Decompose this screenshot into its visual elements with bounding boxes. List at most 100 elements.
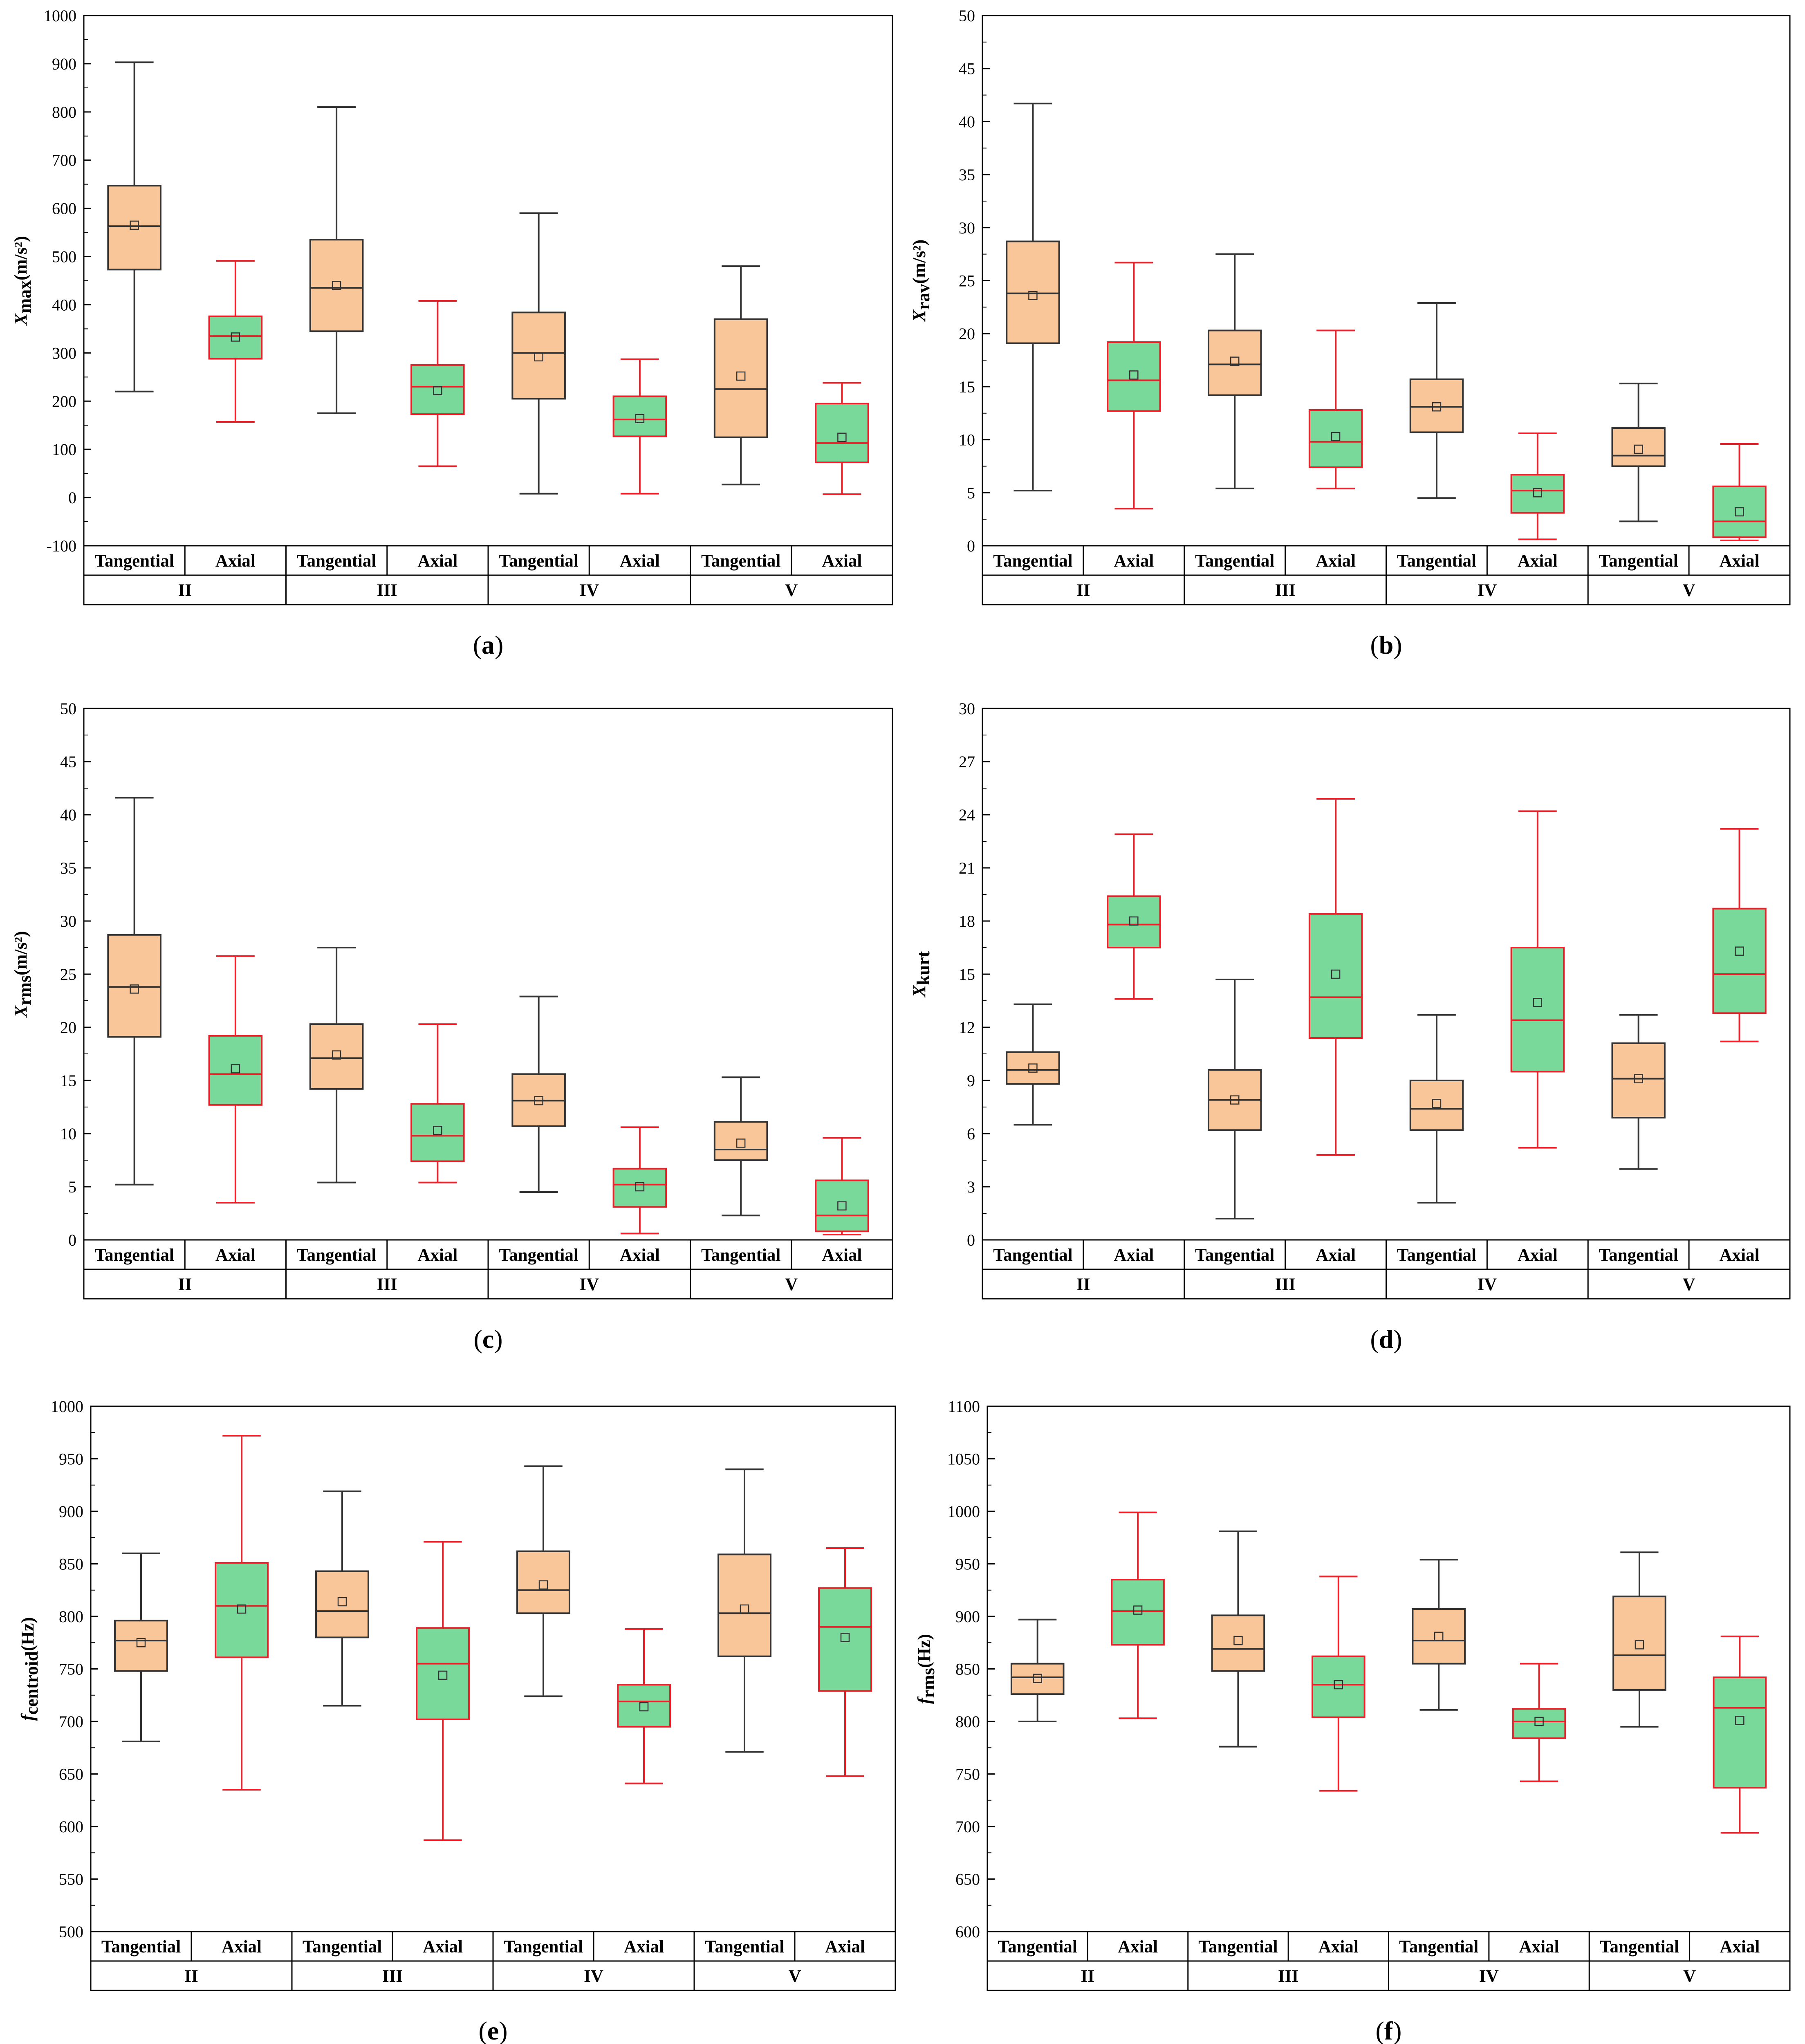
x-category-label: Axial	[1519, 1937, 1559, 1957]
x-category-label: Tangential	[1599, 551, 1678, 571]
iqr-box	[1712, 908, 1767, 1014]
x-category-label: Tangential	[701, 551, 780, 571]
y-axis-title: frms(Hz)	[914, 1634, 938, 1704]
iqr-box	[114, 1620, 168, 1672]
mean-marker	[1028, 291, 1038, 300]
y-axis-title: Xrms(m/s²)	[11, 931, 35, 1018]
x-category-label: Tangential	[101, 1937, 181, 1957]
y-tick-label: 0	[967, 1231, 975, 1249]
box-b-5	[1510, 433, 1565, 540]
box-a-6	[713, 265, 768, 486]
iqr-box	[1409, 378, 1464, 433]
iqr-box	[107, 934, 161, 1038]
iqr-box	[818, 1587, 872, 1692]
y-tick-label: 1000	[51, 1397, 83, 1416]
box-c-5	[612, 1126, 667, 1235]
plots-layer: -10001002003004005006007008009001000Xmax…	[11, 7, 1791, 2044]
mean-marker	[1634, 1074, 1643, 1083]
y-axis-title-main: f	[18, 1713, 38, 1721]
mean-marker	[1735, 1716, 1744, 1725]
y-tick-label: 750	[955, 1765, 980, 1784]
mean-marker	[736, 1139, 746, 1148]
box-d-5	[1510, 810, 1565, 1149]
mean-marker	[1331, 969, 1341, 979]
y-tick-label: 24	[959, 806, 975, 824]
y-axis: 0 5 10 15 20 25 30 35 40 45 50	[60, 699, 91, 1249]
iqr-box	[511, 312, 566, 400]
box-b-1	[1107, 262, 1161, 510]
x-category-label: Axial	[1114, 551, 1154, 571]
iqr-box	[1308, 409, 1363, 468]
y-axis-title-unit: (m/s²)	[11, 931, 31, 975]
x-group-label: IV	[579, 1275, 599, 1294]
y-tick-label: 10	[959, 431, 975, 449]
iqr-box	[208, 315, 263, 360]
caption-paren-close: )	[494, 1325, 502, 1354]
y-tick-label: 750	[59, 1660, 83, 1679]
box-e-2	[315, 1490, 369, 1707]
y-tick-label: 30	[60, 912, 76, 930]
panel-caption: (a)	[473, 630, 504, 659]
x-category-label: Tangential	[1195, 1246, 1274, 1265]
mean-marker	[237, 1604, 247, 1614]
y-tick-label: 21	[959, 859, 975, 877]
iqr-box	[1312, 1655, 1366, 1718]
mean-marker	[1735, 507, 1744, 517]
y-tick-label: 50	[959, 7, 975, 25]
y-axis-title-main: X	[909, 309, 929, 323]
mean-marker	[534, 1096, 543, 1105]
y-tick-label: 550	[59, 1870, 83, 1889]
y-tick-label: 650	[955, 1870, 980, 1889]
category-table: Tangential Axial Tangential Axial Tangential…	[987, 1931, 1791, 1991]
box-a-7	[815, 382, 869, 495]
iqr-box	[1510, 474, 1565, 514]
x-category-label: Axial	[215, 551, 256, 571]
mean-marker	[1533, 998, 1543, 1007]
x-group-label: V	[785, 581, 798, 600]
y-axis-title: Xkurt	[909, 951, 933, 998]
panel-caption: (c)	[473, 1325, 502, 1354]
iqr-box	[1510, 947, 1565, 1073]
x-category-label: Axial	[417, 1246, 457, 1265]
x-group-label: II	[1076, 1275, 1090, 1294]
x-category-label: Axial	[624, 1937, 664, 1957]
x-category-label: Axial	[1318, 1937, 1359, 1957]
mean-marker	[1331, 432, 1341, 442]
box-e-5	[617, 1628, 671, 1784]
x-category-label: Tangential	[1397, 551, 1476, 571]
iqr-box	[1111, 1579, 1165, 1646]
x-group-label: III	[377, 1275, 397, 1294]
y-tick-label: 45	[60, 753, 76, 771]
mean-marker	[130, 984, 139, 994]
caption-paren-open: (	[1376, 2016, 1384, 2044]
x-category-label: Axial	[825, 1937, 865, 1957]
x-group-label: III	[1278, 1967, 1298, 1986]
mean-marker	[635, 414, 645, 423]
mean-marker	[1129, 370, 1139, 380]
x-group-label: IV	[1479, 1967, 1499, 1986]
box-d-1	[1107, 833, 1161, 1000]
panel-caption: (d)	[1370, 1325, 1402, 1354]
mean-marker	[433, 1125, 442, 1135]
iqr-box	[1107, 895, 1161, 948]
caption-letter: f	[1384, 2016, 1393, 2044]
y-tick-label: 25	[60, 965, 76, 984]
y-axis-title-unit: (Hz)	[914, 1634, 934, 1668]
mean-marker	[1534, 1717, 1544, 1726]
y-tick-label: 600	[955, 1923, 980, 1941]
mean-marker	[1233, 1636, 1243, 1645]
x-category-label: Tangential	[1198, 1937, 1278, 1957]
box-c-1	[208, 955, 263, 1204]
box-d-3	[1308, 798, 1363, 1156]
y-tick-label: 800	[52, 103, 76, 121]
y-axis-title-sub: centroid	[22, 1651, 42, 1715]
iqr-box	[315, 1570, 369, 1638]
y-tick-label: 3	[967, 1178, 975, 1196]
category-table: Tangential Axial Tangential Axial Tangential…	[982, 545, 1791, 605]
x-category-label: Axial	[1114, 1246, 1154, 1265]
mean-marker	[1334, 1680, 1343, 1690]
plot-frame	[982, 708, 1791, 1241]
mean-marker	[1735, 946, 1744, 956]
mean-marker	[1432, 402, 1442, 412]
